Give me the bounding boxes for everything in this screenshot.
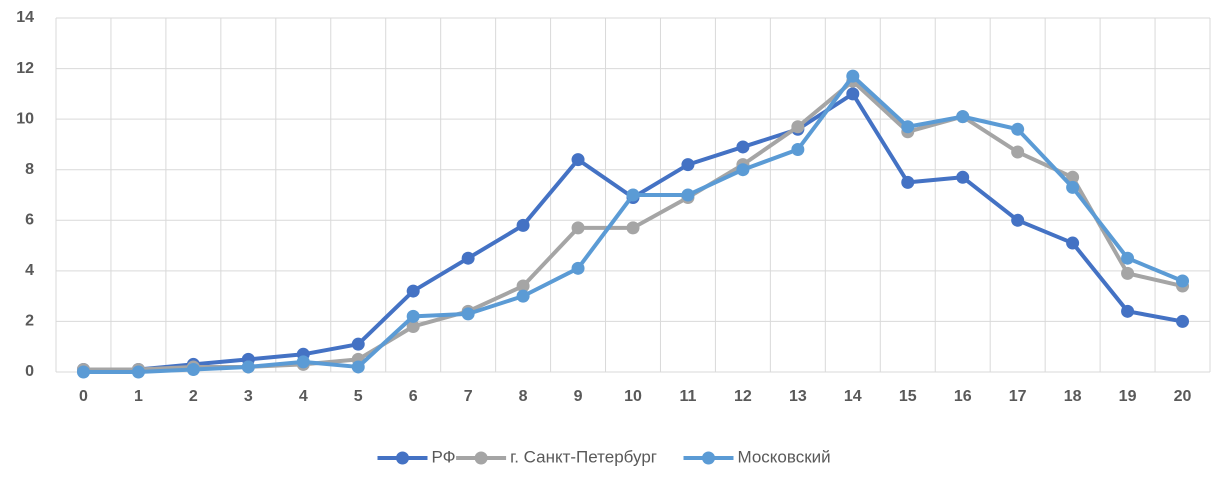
x-tick-label: 1 (134, 388, 143, 405)
y-tick-label: 2 (25, 313, 34, 330)
point (296, 355, 310, 369)
x-tick-label: 15 (899, 388, 917, 405)
point (571, 153, 585, 167)
point (1011, 122, 1025, 136)
x-tick-label: 17 (1009, 388, 1027, 405)
point (516, 279, 530, 293)
point (516, 218, 530, 232)
legend-marker (396, 451, 409, 465)
x-tick-label: 5 (354, 388, 363, 405)
point (736, 163, 750, 177)
legend-marker (474, 451, 488, 465)
point (406, 309, 420, 323)
x-tick-label: 14 (844, 388, 862, 405)
point (791, 142, 805, 156)
point (406, 319, 420, 333)
point (901, 175, 915, 189)
point (131, 365, 145, 379)
y-tick-label: 10 (16, 110, 34, 127)
legend-label: РФ (432, 447, 456, 466)
point (956, 170, 970, 184)
legend-label: г. Санкт-Петербург (510, 447, 657, 466)
point (516, 289, 530, 303)
y-tick-label: 6 (25, 212, 34, 229)
x-tick-label: 12 (734, 388, 752, 405)
point (1121, 304, 1135, 318)
point (241, 360, 255, 374)
x-tick-label: 0 (79, 388, 88, 405)
y-tick-label: 0 (25, 363, 34, 380)
x-tick-label: 8 (519, 388, 528, 405)
point (1011, 213, 1025, 227)
x-tick-label: 3 (244, 388, 253, 405)
point (1066, 170, 1080, 184)
x-tick-label: 20 (1174, 388, 1192, 405)
x-tick-label: 11 (679, 388, 696, 405)
point (186, 362, 200, 376)
point (351, 337, 365, 351)
point (626, 221, 640, 235)
point (1066, 236, 1080, 250)
point (461, 251, 475, 265)
x-tick-label: 13 (789, 388, 807, 405)
y-tick-label: 4 (25, 262, 34, 279)
point (1176, 314, 1190, 328)
point (681, 158, 695, 172)
point (1011, 145, 1025, 159)
point (846, 87, 860, 101)
x-tick-label: 2 (189, 388, 198, 405)
point (736, 140, 750, 154)
point (1121, 266, 1135, 280)
point (351, 360, 365, 374)
point (571, 221, 585, 235)
point (1121, 251, 1135, 265)
x-tick-label: 10 (624, 388, 642, 405)
point (1176, 274, 1190, 288)
point (461, 307, 475, 321)
x-tick-label: 18 (1064, 388, 1082, 405)
x-tick-label: 16 (954, 388, 972, 405)
legend-marker (702, 451, 715, 465)
point (791, 120, 805, 134)
point (571, 261, 585, 275)
y-tick-label: 8 (25, 161, 34, 178)
y-tick-label: 14 (16, 9, 34, 26)
x-tick-label: 7 (464, 388, 473, 405)
point (901, 120, 915, 134)
y-tick-label: 12 (16, 60, 34, 77)
point (1066, 180, 1080, 194)
point (681, 188, 695, 202)
point (626, 188, 640, 202)
x-tick-label: 19 (1119, 388, 1137, 405)
point (956, 110, 970, 124)
point (406, 284, 420, 298)
x-tick-label: 9 (574, 388, 583, 405)
point (76, 365, 90, 379)
point (846, 69, 860, 83)
x-tick-label: 6 (409, 388, 418, 405)
x-tick-label: 4 (299, 388, 308, 405)
legend-label: Московский (738, 447, 831, 466)
